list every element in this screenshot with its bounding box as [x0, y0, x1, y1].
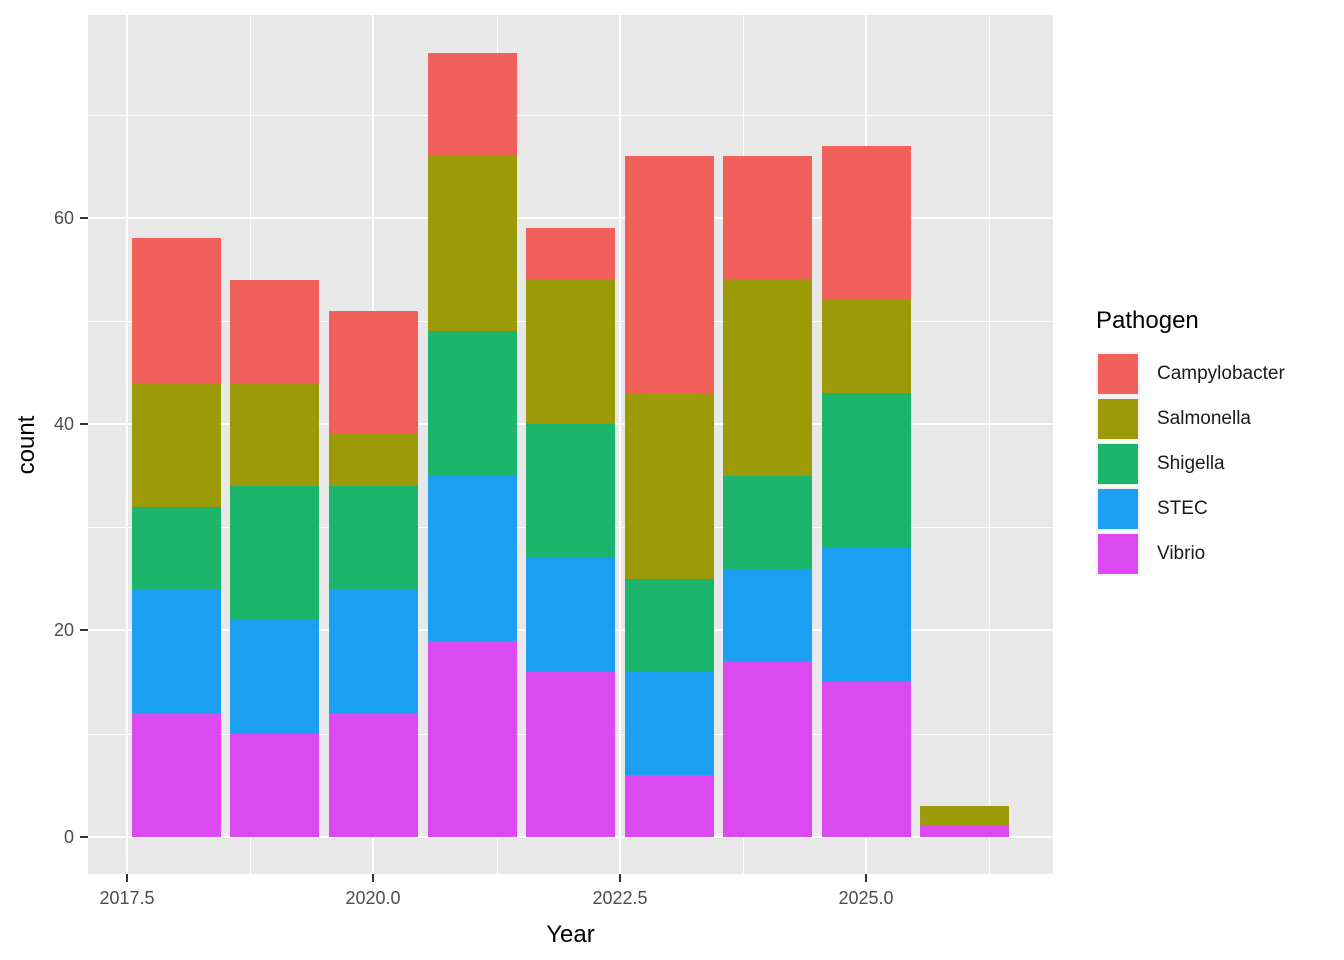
x-tick-label: 2020.0: [345, 888, 401, 908]
legend-swatch: [1098, 489, 1138, 529]
x-axis-title: Year: [546, 921, 595, 948]
x-tick-label: 2025.0: [838, 888, 894, 908]
legend-item: Salmonella: [1096, 397, 1285, 441]
bar-segment: [329, 589, 418, 713]
legend-item-label: STEC: [1157, 498, 1208, 519]
grid-line-x-major: [126, 15, 128, 874]
bar-segment: [920, 806, 1009, 826]
y-tick-label: 0: [63, 827, 74, 847]
legend-item: Shigella: [1096, 442, 1285, 486]
legend-item-label: Salmonella: [1157, 408, 1251, 429]
bar-segment: [920, 826, 1009, 837]
bar-segment: [329, 713, 418, 837]
bar-segment: [822, 548, 911, 682]
bar-segment: [132, 238, 221, 383]
bar-segment: [230, 620, 319, 734]
legend-item: Vibrio: [1096, 532, 1285, 576]
y-axis-tick: [80, 629, 88, 631]
legend-key: [1096, 397, 1140, 441]
x-tick-label: 2017.5: [99, 888, 155, 908]
grid-line-y-major: [88, 217, 1053, 219]
bar-segment: [526, 424, 615, 558]
bar-segment: [625, 156, 714, 393]
legend-swatch: [1098, 399, 1138, 439]
y-axis-tick: [80, 423, 88, 425]
bar-segment: [822, 146, 911, 300]
bar-segment: [625, 579, 714, 672]
bar-segment: [428, 331, 517, 476]
legend-title: Pathogen: [1096, 307, 1199, 334]
legend-key: [1096, 532, 1140, 576]
legend-items: Campylobacter Salmonella Shigella STEC Vibri…: [1096, 352, 1285, 576]
legend-item-label: Shigella: [1157, 453, 1225, 474]
y-tick-label: 40: [53, 414, 74, 434]
bar-segment: [723, 476, 812, 569]
bar-segment: [723, 280, 812, 476]
bar-segment: [132, 589, 221, 713]
x-axis-tick: [865, 874, 867, 882]
bar-segment: [723, 156, 812, 280]
bar-segment: [526, 280, 615, 424]
bar-segment: [526, 558, 615, 672]
x-axis-tick: [126, 874, 128, 882]
y-axis-tick: [80, 836, 88, 838]
legend-swatch: [1098, 354, 1138, 394]
bar-segment: [526, 228, 615, 280]
bar-segment: [132, 507, 221, 589]
legend-key: [1096, 352, 1140, 396]
bar-segment: [723, 569, 812, 661]
bar-segment: [723, 661, 812, 837]
legend-key: [1096, 487, 1140, 531]
legend-item-label: Vibrio: [1157, 543, 1206, 564]
bar-segment: [428, 476, 517, 641]
x-tick-label: 2022.5: [592, 888, 648, 908]
bar-segment: [230, 486, 319, 620]
grid-line-x-minor: [988, 15, 990, 874]
grid-line-y-minor: [88, 114, 1053, 116]
plot-panel: [88, 15, 1053, 874]
bar-segment: [329, 434, 418, 486]
y-axis-tick: [80, 217, 88, 219]
legend: Pathogen Campylobacter Salmonella Shigella…: [1096, 307, 1285, 577]
x-axis-tick: [619, 874, 621, 882]
grid-line-x-major: [619, 15, 621, 874]
bar-segment: [230, 734, 319, 837]
bar-segment: [822, 393, 911, 548]
legend-key: [1096, 442, 1140, 486]
bar-segment: [132, 383, 221, 507]
legend-swatch: [1098, 444, 1138, 484]
legend-swatch: [1098, 534, 1138, 574]
bar-segment: [822, 682, 911, 837]
bar-segment: [625, 393, 714, 579]
bar-segment: [428, 53, 517, 156]
bar-segment: [329, 486, 418, 589]
y-tick-label: 20: [53, 620, 74, 640]
legend-item-label: Campylobacter: [1157, 363, 1285, 384]
bar-segment: [428, 156, 517, 331]
bar-segment: [329, 311, 418, 434]
bar-segment: [625, 775, 714, 837]
legend-item: Campylobacter: [1096, 352, 1285, 396]
y-tick-label: 60: [53, 208, 74, 228]
bar-segment: [625, 672, 714, 775]
bar-segment: [230, 280, 319, 383]
bar-segment: [230, 383, 319, 486]
bar-segment: [428, 641, 517, 837]
grid-line-y-major: [88, 836, 1053, 838]
bar-segment: [132, 713, 221, 837]
bar-segment: [526, 672, 615, 837]
y-axis-title: count: [13, 415, 40, 474]
legend-item: STEC: [1096, 487, 1285, 531]
bar-segment: [822, 300, 911, 393]
x-axis-tick: [372, 874, 374, 882]
